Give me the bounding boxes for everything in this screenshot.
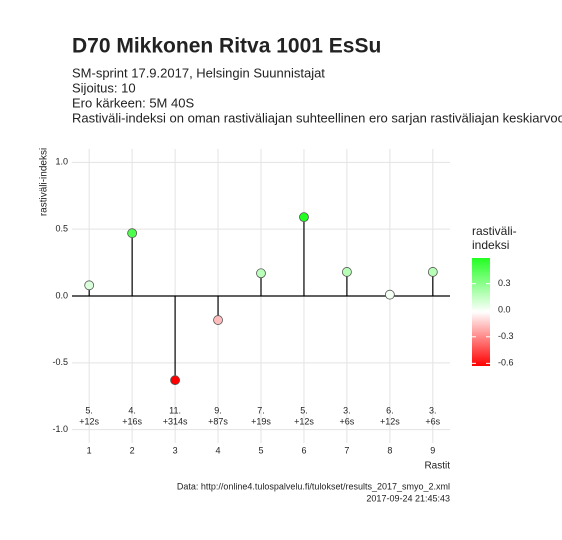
point xyxy=(170,375,180,386)
point xyxy=(342,267,352,277)
position-label: 3. xyxy=(429,405,437,415)
y-tick-label: -1.0 xyxy=(52,424,68,434)
point xyxy=(256,268,266,279)
point xyxy=(427,267,438,277)
position-label: 5. xyxy=(300,405,308,415)
chart-title: D70 Mikkonen Ritva 1001 EsSu xyxy=(72,35,381,58)
point xyxy=(213,315,223,325)
x-tick-label: 4 xyxy=(216,445,221,455)
point xyxy=(84,280,95,291)
x-tick-label: 5 xyxy=(258,445,263,455)
x-axis-label: Rastit xyxy=(424,461,450,472)
x-tick-label: 2 xyxy=(130,445,135,455)
y-axis-label: rastiväli-indeksi xyxy=(39,148,50,216)
x-tick-label: 7 xyxy=(344,445,349,455)
position-label: 9. xyxy=(214,405,222,415)
position-label: 3. xyxy=(343,405,351,415)
time-label: +6s xyxy=(425,416,440,426)
colorbar-label: -0.6 xyxy=(498,358,514,368)
footer: 2017-09-24 21:45:43 xyxy=(366,493,450,503)
x-tick-label: 6 xyxy=(301,445,306,455)
legend-title: indeksi xyxy=(472,238,509,252)
x-tick-label: 8 xyxy=(387,445,392,455)
time-label: +16s xyxy=(122,416,142,426)
time-label: +6s xyxy=(340,416,355,426)
position-label: 7. xyxy=(257,405,265,415)
subtitle: SM-sprint 17.9.2017, Helsingin Suunnista… xyxy=(72,65,325,80)
y-tick-label: 1.0 xyxy=(55,157,68,167)
time-label: +19s xyxy=(251,416,271,426)
x-tick-label: 9 xyxy=(430,445,435,455)
position-label: 5. xyxy=(85,405,93,415)
time-label: +12s xyxy=(380,416,400,426)
x-tick-label: 1 xyxy=(87,445,92,455)
position-label: 11. xyxy=(169,405,181,415)
footer: Data: http://online4.tulospalvelu.fi/tul… xyxy=(177,481,450,491)
position-label: 6. xyxy=(386,405,394,415)
subtitle: Ero kärkeen: 5M 40S xyxy=(72,95,194,110)
position-label: 4. xyxy=(128,405,136,415)
colorbar xyxy=(472,258,490,366)
time-label: +12s xyxy=(79,416,99,426)
colorbar-label: 0.3 xyxy=(498,278,511,288)
x-tick-label: 3 xyxy=(173,445,178,455)
y-tick-label: 0.5 xyxy=(55,224,68,234)
point xyxy=(127,228,138,239)
subtitle: Rastiväli-indeksi on oman rastiväliajan … xyxy=(72,110,562,125)
colorbar-label: -0.3 xyxy=(498,331,514,341)
point xyxy=(384,289,395,300)
y-tick-label: 0.0 xyxy=(55,290,68,300)
subtitle: Sijoitus: 10 xyxy=(72,80,136,95)
y-tick-label: -0.5 xyxy=(52,357,68,367)
colorbar-label: 0.0 xyxy=(498,305,511,315)
time-label: +87s xyxy=(208,416,228,426)
legend-title: rastiväli- xyxy=(472,224,517,238)
time-label: +314s xyxy=(163,416,188,426)
point xyxy=(299,212,309,223)
time-label: +12s xyxy=(294,416,314,426)
